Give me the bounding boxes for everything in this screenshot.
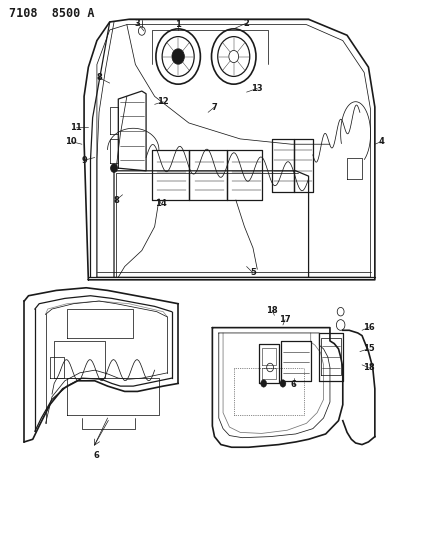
Text: 15: 15 [363, 344, 375, 353]
Text: 5: 5 [250, 269, 256, 277]
Circle shape [261, 379, 267, 387]
Text: 9: 9 [81, 156, 87, 165]
Circle shape [172, 49, 184, 64]
Text: 6: 6 [94, 451, 100, 460]
Text: 3: 3 [135, 19, 140, 28]
Text: 13: 13 [251, 84, 263, 93]
Text: 18: 18 [363, 363, 374, 372]
Circle shape [111, 164, 118, 172]
Text: 10: 10 [66, 137, 77, 146]
Text: 16: 16 [363, 323, 375, 332]
Text: 7108  8500 A: 7108 8500 A [9, 7, 95, 20]
Text: 18: 18 [266, 305, 278, 314]
Text: 11: 11 [69, 123, 82, 132]
Text: 8: 8 [113, 196, 119, 205]
Text: 12: 12 [157, 97, 169, 106]
Text: 2: 2 [244, 19, 250, 28]
Text: 4: 4 [378, 137, 384, 146]
Circle shape [280, 379, 286, 387]
Text: 1: 1 [175, 20, 181, 29]
Text: 14: 14 [155, 199, 167, 208]
Text: 6: 6 [291, 380, 296, 389]
Text: 17: 17 [279, 315, 291, 324]
Text: 7: 7 [211, 102, 218, 111]
Text: 8: 8 [96, 73, 102, 82]
